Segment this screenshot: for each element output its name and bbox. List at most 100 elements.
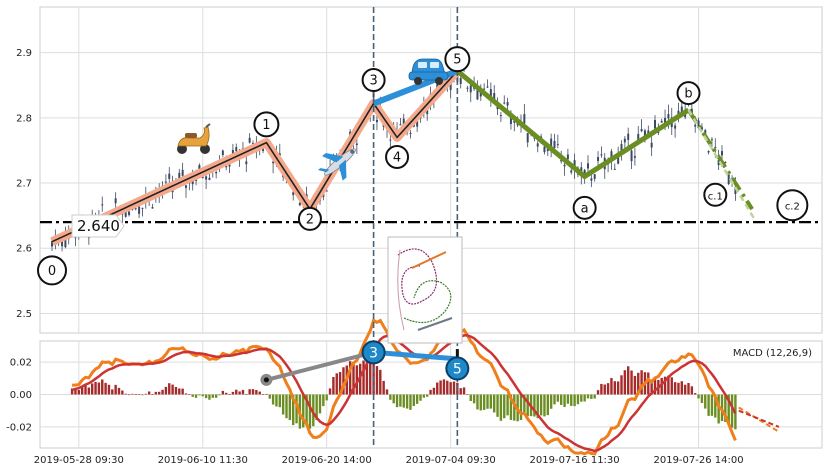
wave-label-wc2: c.2 [785,202,800,213]
histogram-bar [533,394,536,417]
candle-body [677,110,680,116]
signal-projection [738,409,780,428]
candle-body [727,174,730,185]
histogram-bar [375,366,379,395]
histogram-bar [707,394,710,416]
macd-wave-marker-label: 3 [369,345,378,361]
candle-body [101,204,104,206]
macd-ytick-label: -0.02 [6,422,32,433]
candle-body [654,119,656,129]
histogram-bar [171,384,174,395]
candle-body [526,133,529,143]
histogram-bar [265,393,268,395]
candle-body [178,172,181,181]
macd-wave3-5-line [373,349,458,362]
histogram-bar [87,387,91,395]
histogram-bar [362,360,365,395]
histogram-bar [121,390,124,395]
histogram-bar [80,386,84,395]
histogram-bar [238,391,241,395]
histogram-bar [647,372,650,395]
histogram-bar [178,388,181,395]
car-icon [408,58,449,85]
histogram-bar [590,394,593,399]
histogram-bar [228,394,231,395]
candle-body [724,162,727,164]
histogram-bar [305,394,308,426]
candle-body [278,153,281,156]
candle-body [185,185,187,188]
histogram-bar [214,394,218,398]
wave-label-w1: 1 [262,118,270,133]
histogram-bar [496,394,499,417]
histogram-bar [151,394,154,395]
candle-body [489,89,492,97]
x-tick-label: 2019-07-04 09:30 [406,455,496,466]
histogram-bar [637,372,640,395]
histogram-bar [278,394,281,408]
histogram-bar [667,375,670,395]
candle-body [409,133,412,135]
histogram-bar [101,379,104,395]
macd-wave-marker [361,340,386,365]
histogram-bar [536,394,539,419]
histogram-bar [315,394,318,421]
histogram-bar [519,394,523,421]
candle-body [292,192,295,196]
candle-body [479,91,482,97]
histogram-bar [459,388,462,395]
histogram-bar [429,389,432,395]
candle-body [191,179,194,185]
macd-connector [265,350,375,382]
candle-body [714,146,717,148]
candle-body [138,206,141,214]
histogram-bar [436,382,439,395]
histogram-bar [469,394,472,402]
histogram-bar [513,394,516,421]
histogram-bar [348,361,352,395]
histogram-bar [355,365,359,395]
histogram-bar [137,394,141,395]
candle-body [566,154,569,160]
histogram-bar [580,394,583,402]
histogram-bar [184,393,188,395]
macd-pivot-dot-center [263,377,269,383]
histogram-bar [147,391,151,395]
candle-body [513,121,516,123]
histogram-bar [543,394,546,417]
histogram-bar [198,394,201,396]
histogram-bar [610,378,613,395]
histogram-bar [462,387,466,395]
histogram-bar [255,390,258,395]
candle-body [486,86,489,88]
histogram-bar [673,382,677,395]
candle-body [617,155,620,164]
histogram-bar [717,394,720,424]
histogram-bar [168,383,171,395]
candle-body [164,181,167,183]
candle-body [215,171,218,174]
histogram-bar [91,383,94,395]
candle-body [459,78,462,84]
histogram-bar [660,377,663,395]
histogram-bar [630,370,633,395]
histogram-bar [201,394,204,397]
histogram-bar [603,384,606,395]
histogram-bar [710,394,714,416]
histogram-bar [697,394,700,399]
histogram-bar [161,389,164,395]
candle-body [597,157,600,162]
wave-label-circle [361,68,386,93]
wave-label-wa: a [581,201,589,216]
x-tick-label: 2019-05-28 09:30 [34,455,124,466]
histogram-bar [258,391,261,395]
candle-body [536,143,539,147]
histogram-bar [281,394,285,415]
histogram-bar [74,389,77,395]
histogram-bar [449,382,452,395]
histogram-bar [446,380,449,395]
wave-diagram-thumbnail [387,236,463,344]
histogram-bar [563,394,566,407]
candle-body [248,137,251,143]
price-ytick-label: 2.8 [16,113,32,124]
